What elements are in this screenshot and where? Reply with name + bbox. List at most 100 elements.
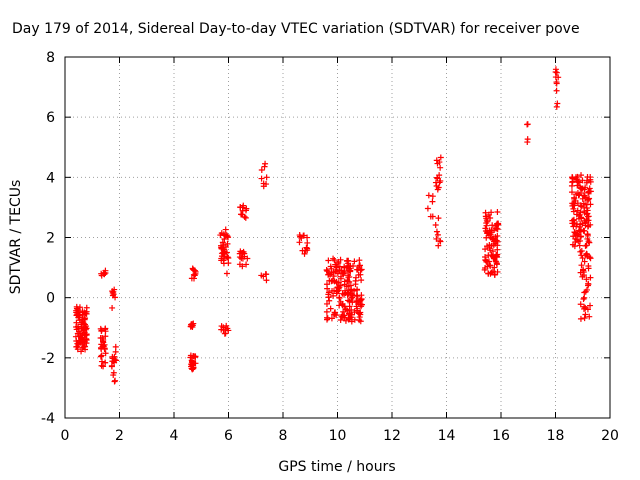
data-point (98, 327, 105, 334)
data-point (343, 283, 350, 290)
data-point (344, 278, 351, 285)
data-point (582, 311, 589, 318)
data-point (109, 292, 116, 299)
data-point (112, 343, 119, 350)
data-point (83, 304, 90, 311)
x-tick-label: 4 (170, 428, 179, 444)
data-point (570, 205, 577, 212)
data-point (356, 262, 363, 269)
data-point (327, 305, 334, 312)
data-point (489, 222, 496, 229)
data-point (429, 193, 436, 200)
data-point (587, 274, 594, 281)
data-point (238, 211, 245, 218)
data-point (358, 296, 365, 303)
data-point (102, 325, 109, 332)
data-point (580, 295, 587, 302)
y-tick-label: 6 (46, 110, 55, 126)
data-point (102, 333, 109, 340)
data-point (301, 250, 308, 257)
data-point (79, 344, 86, 351)
data-point (101, 270, 108, 277)
data-point (487, 231, 494, 238)
data-point (354, 286, 361, 293)
data-point (339, 301, 346, 308)
data-point (239, 204, 246, 211)
data-point (424, 205, 431, 212)
data-point (260, 273, 267, 280)
data-point (491, 264, 498, 271)
data-point (494, 209, 501, 216)
data-point (481, 266, 488, 273)
data-point (99, 343, 106, 350)
data-point (337, 256, 344, 263)
data-point (78, 348, 85, 355)
data-point (102, 350, 109, 357)
data-point (100, 336, 107, 343)
data-point (336, 295, 343, 302)
data-point (348, 311, 355, 318)
data-point (336, 267, 343, 274)
data-point (224, 240, 231, 247)
data-point (587, 176, 594, 183)
data-point (577, 301, 584, 308)
data-point (222, 330, 229, 337)
data-point (81, 315, 88, 322)
x-tick-label: 6 (224, 428, 233, 444)
data-point (236, 254, 243, 261)
data-point (490, 238, 497, 245)
data-point (258, 175, 265, 182)
data-point (330, 292, 337, 299)
data-point (488, 227, 495, 234)
data-point (434, 231, 441, 238)
data-point (244, 255, 251, 262)
data-point (580, 227, 587, 234)
data-point (263, 277, 270, 284)
data-point (304, 239, 311, 246)
data-point (483, 217, 490, 224)
data-point (555, 74, 562, 81)
grid (65, 57, 610, 418)
data-point (573, 230, 580, 237)
data-point (323, 300, 330, 307)
y-tick-label: 8 (46, 50, 55, 66)
data-point (358, 277, 365, 284)
data-point (342, 306, 349, 313)
data-point (582, 304, 589, 311)
data-point (337, 316, 344, 323)
data-point (483, 234, 490, 241)
data-point (577, 248, 584, 255)
data-point (581, 258, 588, 265)
data-point (242, 214, 249, 221)
data-point (582, 242, 589, 249)
data-point (346, 273, 353, 280)
data-point (352, 281, 359, 288)
data-points (72, 66, 594, 385)
data-point (570, 233, 577, 240)
data-point (325, 257, 332, 264)
data-point (218, 230, 225, 237)
data-point (433, 157, 440, 164)
data-point (580, 192, 587, 199)
data-point (580, 266, 587, 273)
data-point (571, 195, 578, 202)
data-point (483, 220, 490, 227)
data-point (83, 331, 90, 338)
data-point (330, 269, 337, 276)
data-point (524, 139, 531, 146)
data-point (487, 215, 494, 222)
data-point (333, 263, 340, 270)
data-point (225, 327, 232, 334)
data-point (223, 270, 230, 277)
data-point (493, 237, 500, 244)
data-point (239, 263, 246, 270)
y-tick-label: -2 (41, 351, 55, 367)
data-point (98, 362, 105, 369)
data-point (487, 247, 494, 254)
data-point (111, 353, 118, 360)
data-point (574, 173, 581, 180)
data-point (325, 291, 332, 298)
data-point (553, 69, 560, 76)
data-point (192, 353, 199, 360)
data-point (553, 80, 560, 87)
